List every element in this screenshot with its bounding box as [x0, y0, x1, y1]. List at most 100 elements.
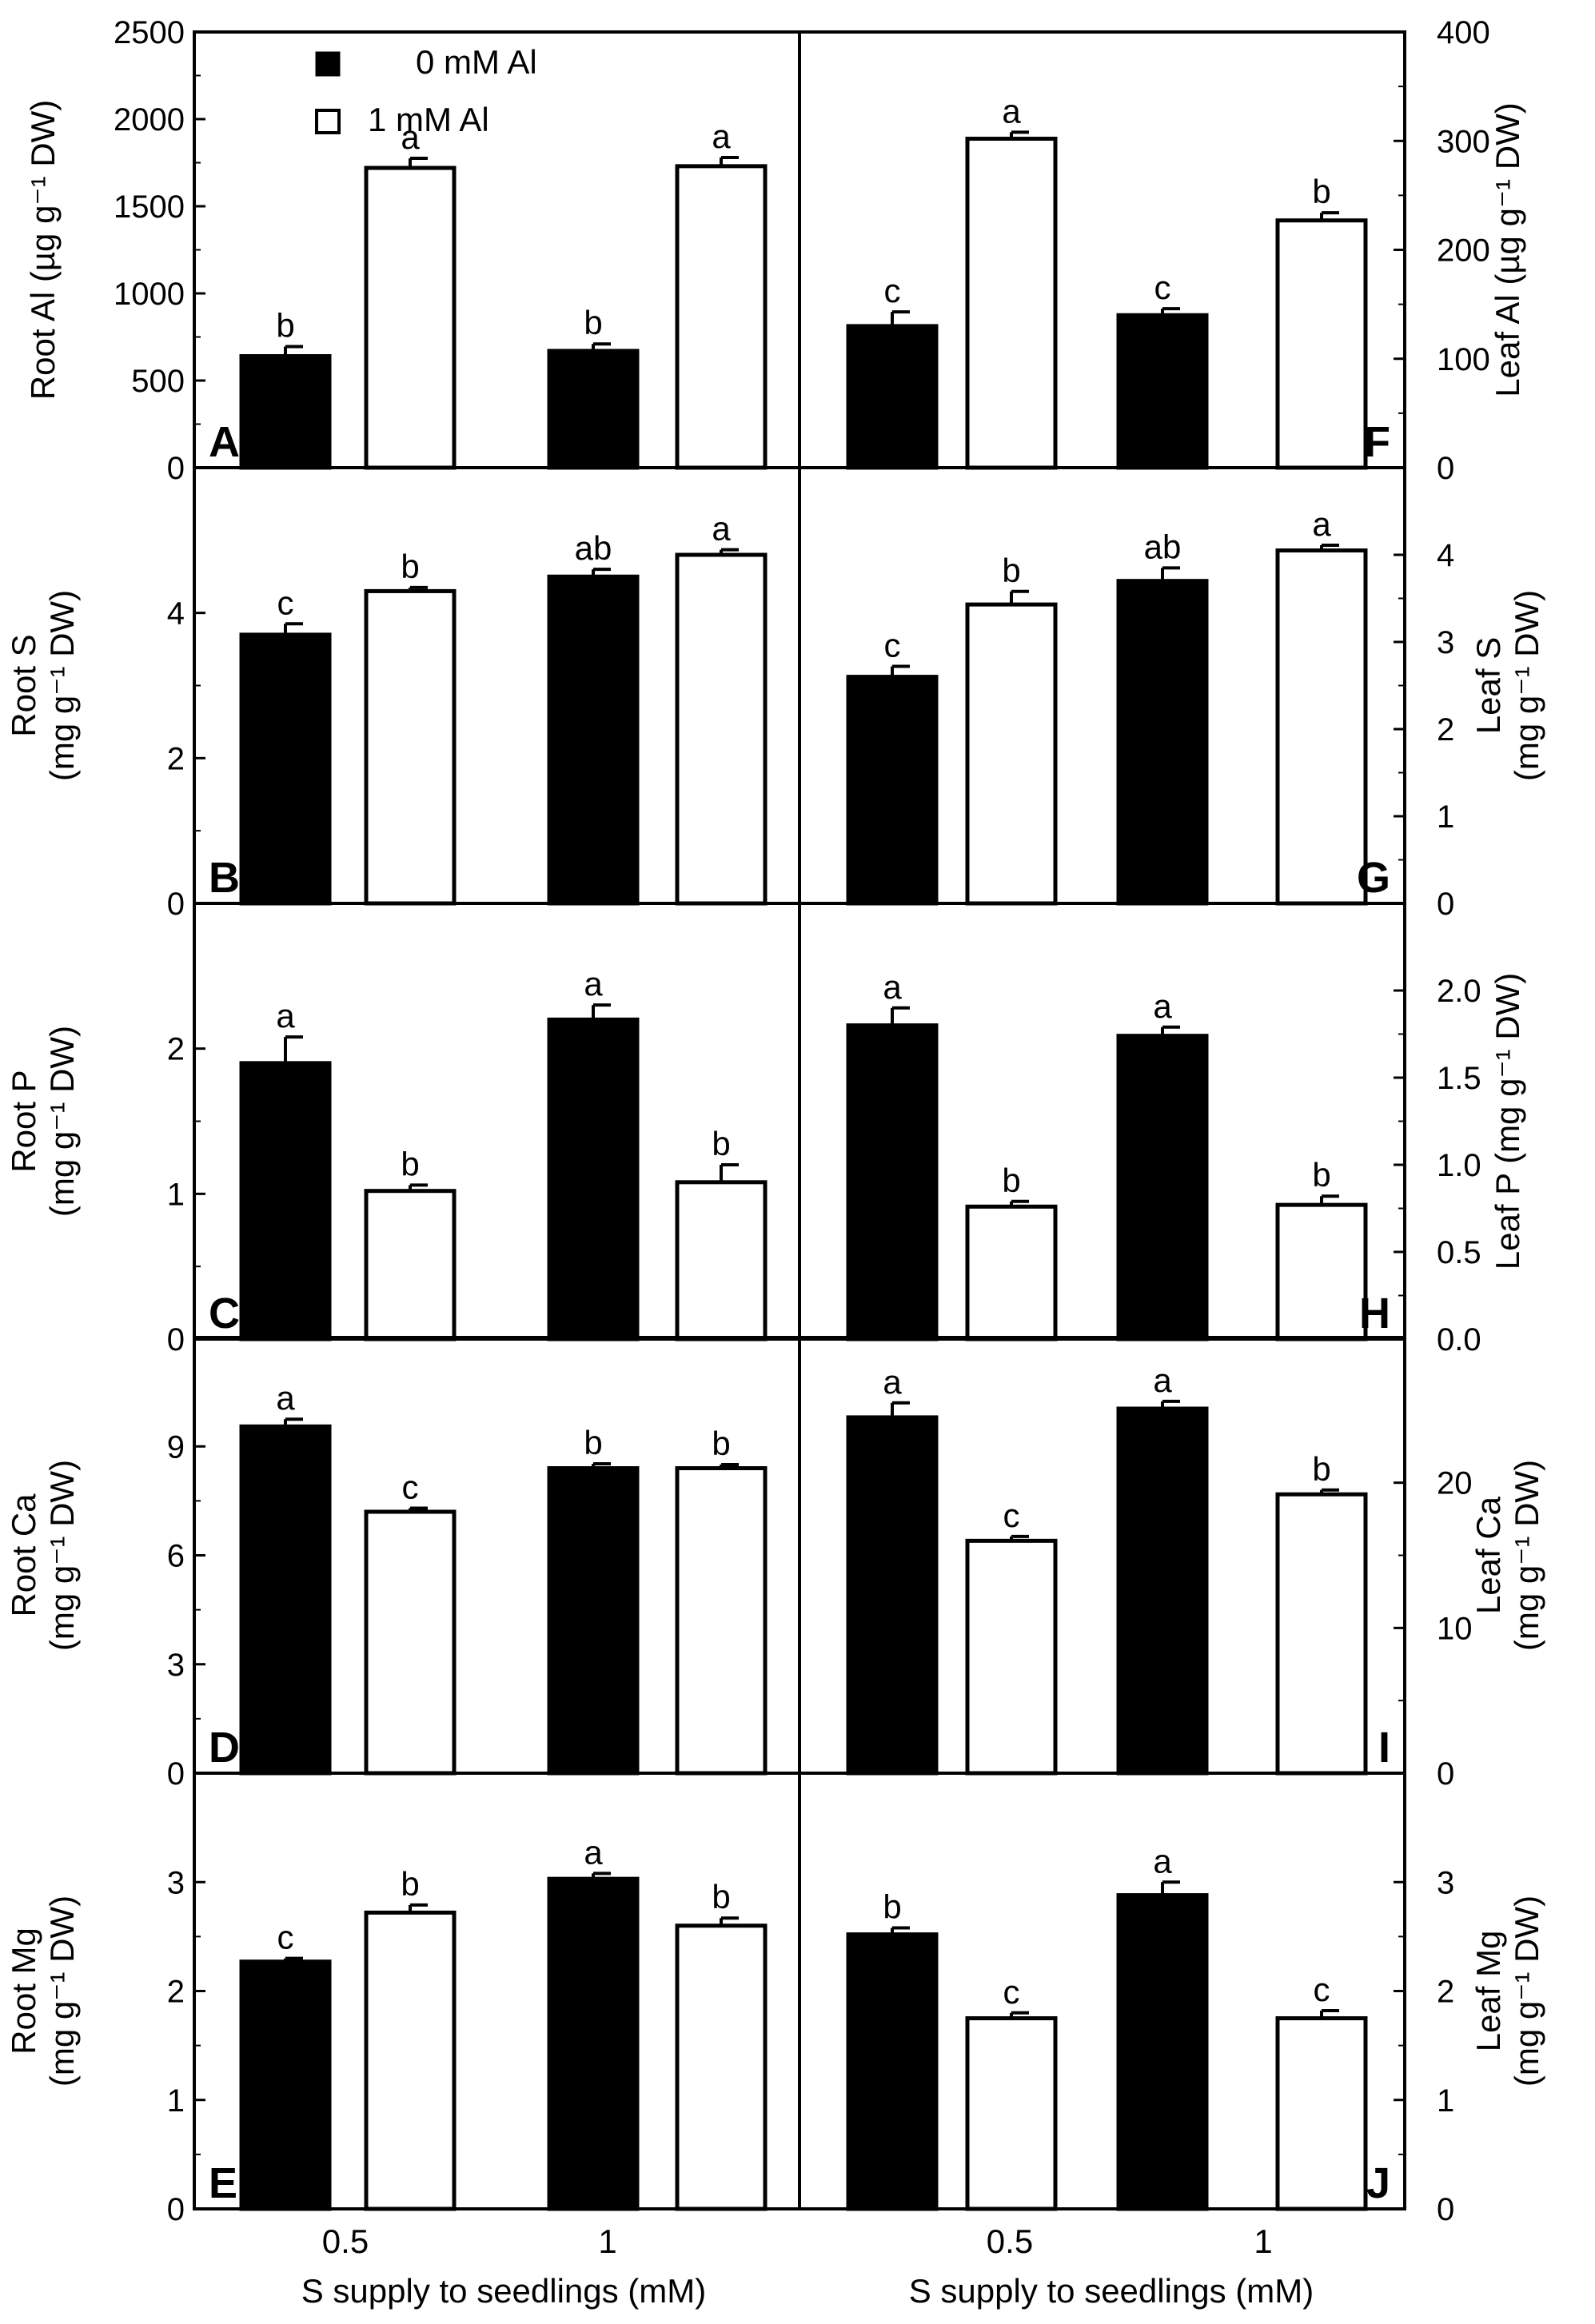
y-tick-label: 0	[167, 1322, 185, 1357]
bar-b-0mm-1	[547, 574, 640, 906]
significance-letter: b	[401, 1865, 419, 1903]
significance-letter: c	[884, 627, 901, 664]
significance-letter: a	[1153, 1361, 1172, 1399]
significance-letter: a	[276, 1379, 295, 1417]
y-tick-label: 20	[1437, 1466, 1473, 1501]
significance-letter: a	[883, 968, 902, 1006]
x-category-right-1: 1	[1254, 2222, 1272, 2260]
y-axis-title: (mg g⁻¹ DW)	[43, 1026, 81, 1217]
bar-a-0mm-0-5	[239, 353, 332, 470]
panel-b: 0 2 4 c b ab a B Root S (mg g⁻¹ DW)	[5, 466, 801, 922]
panel-h: 0.0 0.5 1.0 1.5 2.0 a b a b H Leaf P (mg g⁻¹ DW)	[798, 902, 1526, 1357]
bar-d-0mm-1	[547, 1466, 640, 1776]
significance-letter: a	[1312, 505, 1331, 543]
y-axis-title: (mg g⁻¹ DW)	[43, 1895, 81, 2087]
y-tick-label: 200	[1437, 233, 1490, 269]
y-tick-label: 2	[167, 741, 185, 776]
y-tick-label: 1.0	[1437, 1148, 1481, 1183]
y-tick-label: 2	[167, 1032, 185, 1067]
y-axis-title: Root P	[5, 1070, 42, 1172]
panel-letter: F	[1364, 418, 1390, 466]
significance-letter: c	[277, 584, 294, 621]
panel-letter: D	[209, 1724, 240, 1772]
bar-d-1mm-0-5	[364, 1509, 457, 1776]
significance-letter: b	[1312, 1156, 1330, 1194]
y-tick-label: 1	[1437, 2083, 1454, 2119]
y-axis-title: (mg g⁻¹ DW)	[1508, 1895, 1545, 2087]
significance-letter: ab	[1144, 528, 1182, 565]
y-axis-title: Leaf S	[1469, 637, 1507, 734]
significance-letter: a	[883, 1363, 902, 1401]
y-tick-label: 2.0	[1437, 974, 1481, 1009]
y-tick-label: 3	[1437, 625, 1454, 660]
bar-i-0mm-1	[1116, 1406, 1209, 1776]
significance-letter: c	[1154, 269, 1171, 306]
panel-letter: J	[1366, 2159, 1390, 2207]
panel-letter: C	[209, 1290, 240, 1337]
bar-a-1mm-0-5	[364, 165, 457, 470]
significance-letter: a	[584, 965, 603, 1003]
bar-i-1mm-1	[1275, 1492, 1368, 1776]
y-tick-label: 0	[167, 451, 185, 486]
x-axis-labels: 0.5 1 0.5 1 S supply to seedlings (mM) S…	[301, 2222, 1314, 2310]
bar-f-0mm-0-5	[846, 324, 939, 470]
x-axis-title-right: S supply to seedlings (mM)	[909, 2272, 1314, 2310]
y-tick-label: 1000	[114, 277, 185, 312]
bar-j-0mm-0-5	[846, 1932, 939, 2211]
panel-letter: E	[209, 2159, 237, 2207]
bar-c-1mm-1	[675, 1180, 768, 1341]
y-axis-title: (mg g⁻¹ DW)	[43, 590, 81, 781]
bar-g-0mm-1	[1116, 579, 1209, 906]
y-tick-label: 2500	[114, 15, 185, 50]
y-axis-title: Leaf Al (µg g⁻¹ DW)	[1489, 102, 1526, 397]
legend: 0 mM Al 1 mM Al	[315, 43, 537, 138]
y-tick-label: 100	[1437, 342, 1490, 377]
significance-letter: b	[712, 1125, 730, 1162]
y-tick-label: 2	[167, 1975, 185, 2010]
bar-h-1mm-1	[1275, 1202, 1368, 1341]
y-tick-label: 4	[1437, 538, 1454, 573]
panel-letter: A	[209, 418, 240, 466]
y-axis-title: (mg g⁻¹ DW)	[43, 1460, 81, 1651]
significance-letter: a	[712, 510, 731, 548]
y-tick-label: 1	[1437, 799, 1454, 835]
y-tick-label: 400	[1437, 15, 1490, 50]
significance-letter: b	[1312, 173, 1330, 210]
y-tick-label: 0	[1437, 2192, 1454, 2227]
y-tick-label: 0	[1437, 451, 1454, 486]
y-tick-label: 2	[1437, 712, 1454, 747]
x-category-right-0-5: 0.5	[987, 2222, 1033, 2260]
panel-e: 0 1 2 3 c b a b E Root Mg (mg g⁻¹ DW)	[5, 1772, 801, 2227]
y-tick-label: 1	[167, 1177, 185, 1212]
bar-a-0mm-1	[547, 349, 640, 470]
significance-letter: a	[1153, 987, 1172, 1025]
y-tick-label: 3	[167, 1648, 185, 1683]
y-tick-label: 4	[167, 596, 185, 632]
bar-g-0mm-0-5	[846, 675, 939, 906]
legend-swatch-1mm	[315, 109, 341, 134]
bar-j-0mm-1	[1116, 1893, 1209, 2211]
y-tick-label: 0.0	[1437, 1322, 1481, 1357]
significance-letter: b	[712, 1425, 730, 1462]
bar-h-0mm-0-5	[846, 1023, 939, 1341]
y-axis-title: Root Ca	[5, 1493, 42, 1617]
significance-letter: a	[1002, 92, 1021, 130]
x-category-left-0-5: 0.5	[322, 2222, 369, 2260]
bar-g-1mm-1	[1275, 548, 1368, 906]
y-tick-label: 0	[1437, 1756, 1454, 1792]
panel-c: 0 1 2 a b a b C Root P (mg g⁻¹ DW)	[5, 902, 801, 1357]
significance-letter: b	[883, 1888, 901, 1925]
significance-letter: c	[1003, 1497, 1020, 1534]
bar-e-1mm-1	[675, 1923, 768, 2211]
bar-e-0mm-1	[547, 1876, 640, 2211]
y-tick-label: 300	[1437, 124, 1490, 159]
bar-c-0mm-0-5	[239, 1061, 332, 1341]
y-tick-label: 3	[167, 1865, 185, 1900]
y-axis-title: Root Al (µg g⁻¹ DW)	[24, 100, 62, 400]
bar-h-1mm-0-5	[965, 1204, 1058, 1341]
y-tick-label: 0	[1437, 887, 1454, 922]
y-tick-label: 0.5	[1437, 1235, 1481, 1270]
panel-letter: B	[209, 854, 240, 902]
significance-letter: a	[1153, 1842, 1172, 1880]
